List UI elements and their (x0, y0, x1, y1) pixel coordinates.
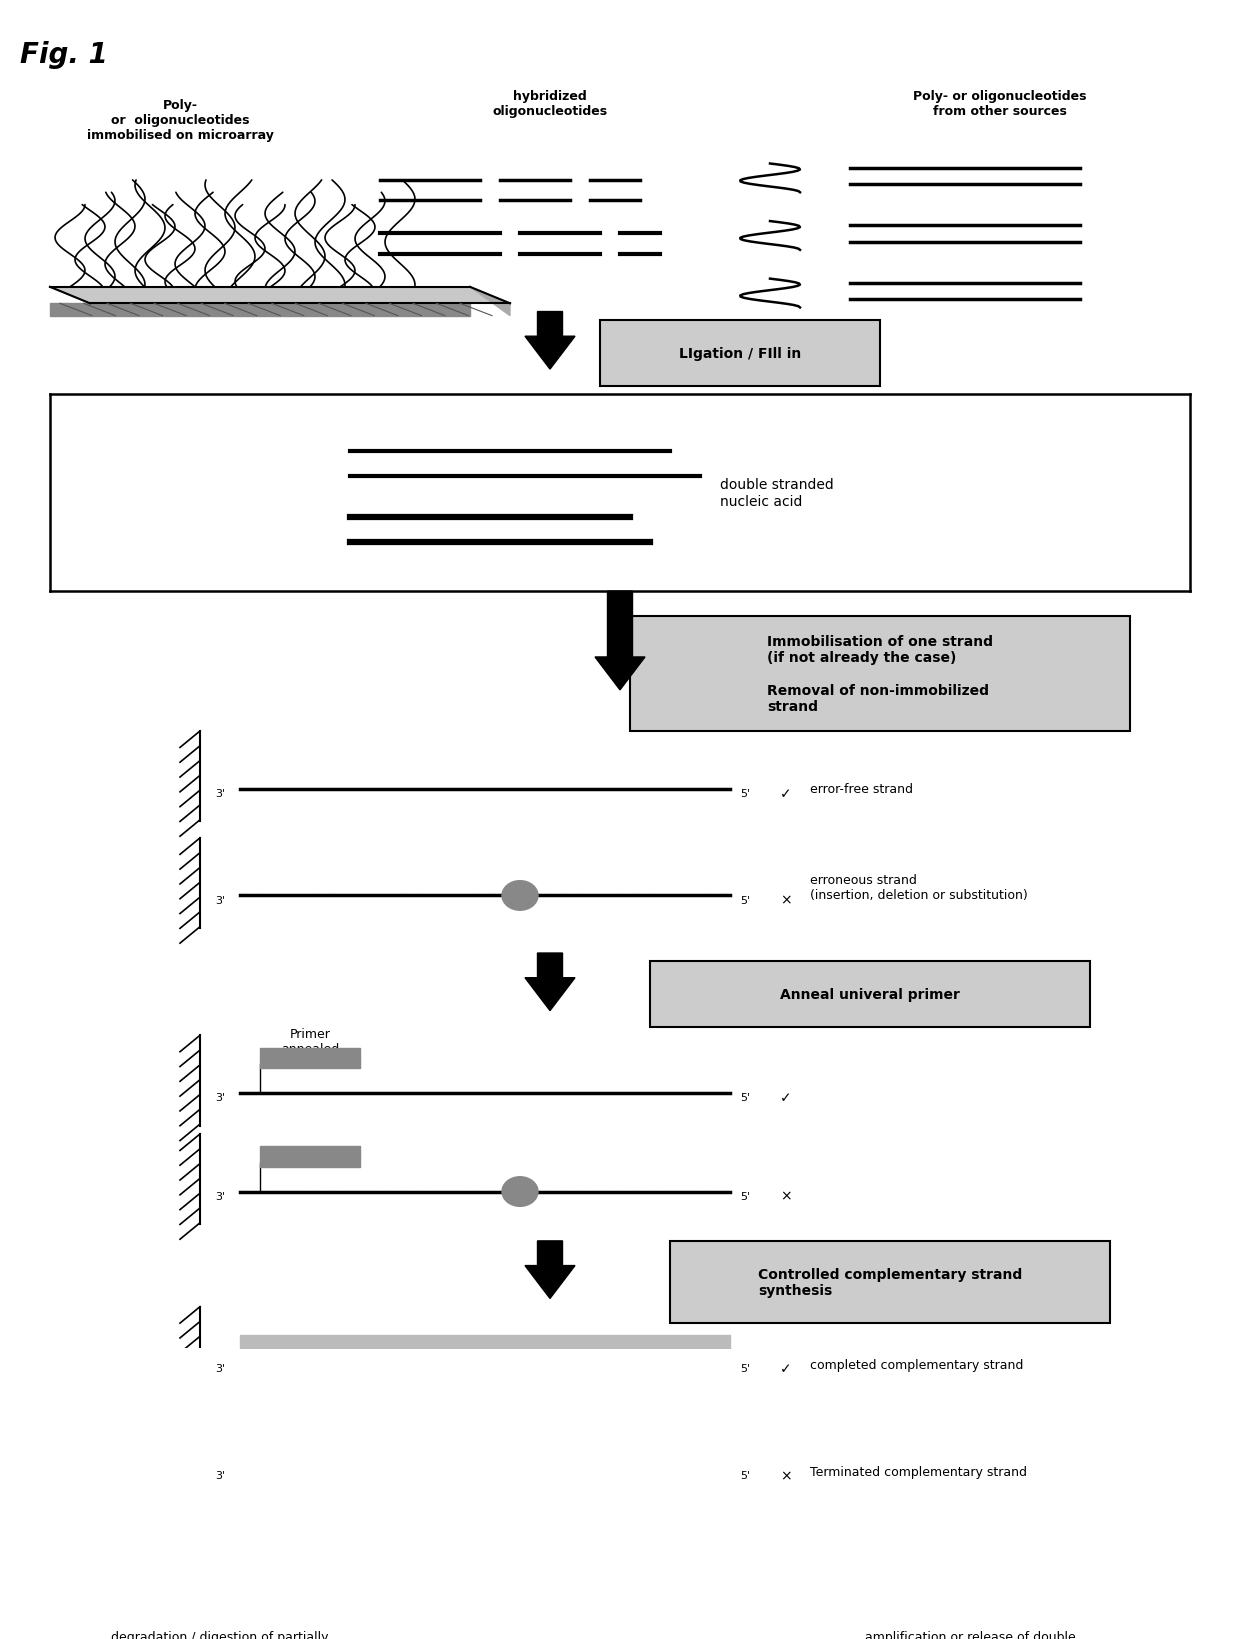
Text: 5': 5' (740, 788, 750, 798)
FancyBboxPatch shape (670, 1241, 1110, 1323)
Text: ×: × (780, 893, 791, 906)
Text: hybridized
oligonucleotides: hybridized oligonucleotides (492, 90, 608, 118)
Text: Anneal univeral primer: Anneal univeral primer (780, 988, 960, 1001)
Text: Primer
annealed: Primer annealed (281, 1028, 339, 1056)
Text: erroneous strand
(insertion, deletion or substitution): erroneous strand (insertion, deletion or… (810, 874, 1028, 901)
Text: LIgation / FIll in: LIgation / FIll in (678, 346, 801, 361)
Text: 3': 3' (215, 1364, 226, 1373)
Text: error-free strand: error-free strand (810, 782, 913, 795)
Text: ✓: ✓ (780, 1362, 791, 1375)
Text: ✓: ✓ (780, 787, 791, 800)
Text: double stranded
nucleic acid: double stranded nucleic acid (720, 479, 833, 508)
Text: ✓: ✓ (780, 1090, 791, 1105)
Polygon shape (50, 305, 470, 316)
FancyArrow shape (595, 592, 645, 690)
Text: 3': 3' (215, 1092, 226, 1103)
Text: ×: × (780, 1469, 791, 1482)
Text: 5': 5' (740, 895, 750, 905)
Text: 5': 5' (740, 1470, 750, 1480)
FancyBboxPatch shape (750, 1603, 1190, 1639)
Text: Terminated complementary strand: Terminated complementary strand (810, 1465, 1027, 1478)
Text: 5': 5' (740, 1364, 750, 1373)
Text: 3': 3' (215, 1192, 226, 1201)
Text: Poly-
or  oligonucleotides
immobilised on microarray: Poly- or oligonucleotides immobilised on… (87, 98, 274, 141)
Text: Poly- or oligonucleotides
from other sources: Poly- or oligonucleotides from other sou… (913, 90, 1086, 118)
Text: 5': 5' (740, 1192, 750, 1201)
Circle shape (502, 1436, 538, 1465)
FancyArrow shape (525, 954, 575, 1011)
Circle shape (502, 882, 538, 911)
Text: Controlled complementary strand
synthesis: Controlled complementary strand synthesi… (758, 1267, 1022, 1298)
Text: 5': 5' (740, 1092, 750, 1103)
Polygon shape (470, 288, 510, 316)
Text: 3': 3' (215, 1470, 226, 1480)
Text: Fig. 1: Fig. 1 (20, 41, 108, 69)
Text: completed complementary strand: completed complementary strand (810, 1359, 1023, 1370)
FancyArrow shape (525, 313, 575, 370)
Text: ×: × (780, 1188, 791, 1203)
Text: Immobilisation of one strand
(if not already the case)

Removal of non-immobiliz: Immobilisation of one strand (if not alr… (768, 634, 993, 713)
Text: 3': 3' (215, 788, 226, 798)
FancyArrow shape (525, 1241, 575, 1298)
FancyBboxPatch shape (10, 1603, 430, 1639)
FancyBboxPatch shape (650, 962, 1090, 1028)
FancyBboxPatch shape (630, 616, 1130, 731)
Text: amplification or release of double
stranded nucleic acids: amplification or release of double stran… (864, 1629, 1075, 1639)
Text: 3': 3' (215, 895, 226, 905)
Polygon shape (50, 288, 510, 305)
Circle shape (502, 1177, 538, 1206)
FancyBboxPatch shape (600, 321, 880, 387)
Text: degradation / digestion of partially
single stranded nucleic acids: degradation / digestion of partially sin… (112, 1629, 329, 1639)
